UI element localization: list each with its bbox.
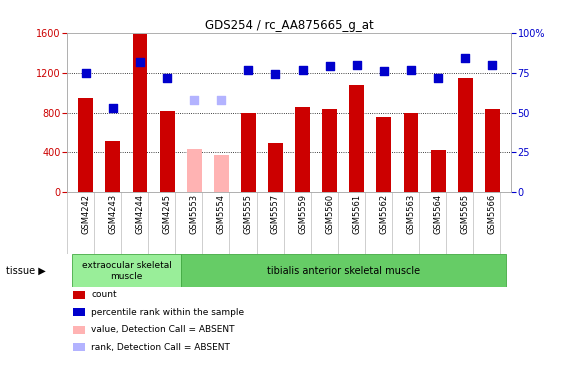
Text: GSM5559: GSM5559 [298, 194, 307, 234]
Bar [349, 85, 364, 192]
Bar [187, 149, 202, 192]
Point [217, 97, 226, 103]
Bar [132, 34, 148, 192]
Text: GSM4242: GSM4242 [81, 194, 90, 234]
Text: tibialis anterior skeletal muscle: tibialis anterior skeletal muscle [267, 266, 420, 276]
Bar [376, 116, 392, 192]
Text: GSM5555: GSM5555 [244, 194, 253, 234]
Point [108, 105, 117, 111]
Point [135, 59, 145, 64]
Bar [214, 155, 229, 192]
Text: GSM5560: GSM5560 [325, 194, 334, 234]
Text: rank, Detection Call = ABSENT: rank, Detection Call = ABSENT [91, 343, 230, 352]
Text: GSM5553: GSM5553 [189, 194, 199, 234]
Text: GSM5565: GSM5565 [461, 194, 469, 234]
Bar [160, 111, 174, 192]
Bar [322, 109, 337, 192]
Text: GSM5566: GSM5566 [488, 194, 497, 234]
Text: GSM5557: GSM5557 [271, 194, 280, 234]
Bar [72, 254, 181, 287]
Title: GDS254 / rc_AA875665_g_at: GDS254 / rc_AA875665_g_at [205, 19, 374, 32]
Text: GSM4243: GSM4243 [109, 194, 117, 234]
Point [379, 68, 389, 74]
Bar [295, 107, 310, 192]
Text: GSM5562: GSM5562 [379, 194, 389, 234]
Bar [181, 254, 506, 287]
Point [271, 71, 280, 77]
Text: value, Detection Call = ABSENT: value, Detection Call = ABSENT [91, 325, 235, 334]
Point [487, 62, 497, 68]
Point [406, 67, 415, 72]
Point [163, 75, 172, 81]
Bar [485, 109, 500, 192]
Text: count: count [91, 290, 117, 299]
Point [433, 75, 443, 81]
Point [352, 62, 361, 68]
Text: GSM5554: GSM5554 [217, 194, 226, 234]
Point [325, 63, 334, 69]
Text: GSM5561: GSM5561 [352, 194, 361, 234]
Bar [105, 141, 120, 192]
Point [189, 97, 199, 103]
Bar [268, 143, 283, 192]
Point [461, 56, 470, 61]
Text: GSM4244: GSM4244 [135, 194, 145, 234]
Bar [404, 113, 418, 192]
Bar [431, 150, 446, 192]
Text: GSM4245: GSM4245 [163, 194, 171, 234]
Text: GSM5564: GSM5564 [433, 194, 443, 234]
Point [298, 67, 307, 72]
Bar [241, 113, 256, 192]
Text: tissue ▶: tissue ▶ [6, 266, 45, 276]
Point [244, 67, 253, 72]
Text: percentile rank within the sample: percentile rank within the sample [91, 308, 245, 317]
Bar [78, 98, 93, 192]
Point [81, 70, 91, 76]
Bar [458, 78, 473, 192]
Text: extraocular skeletal
muscle: extraocular skeletal muscle [81, 261, 171, 281]
Text: GSM5563: GSM5563 [407, 194, 415, 234]
